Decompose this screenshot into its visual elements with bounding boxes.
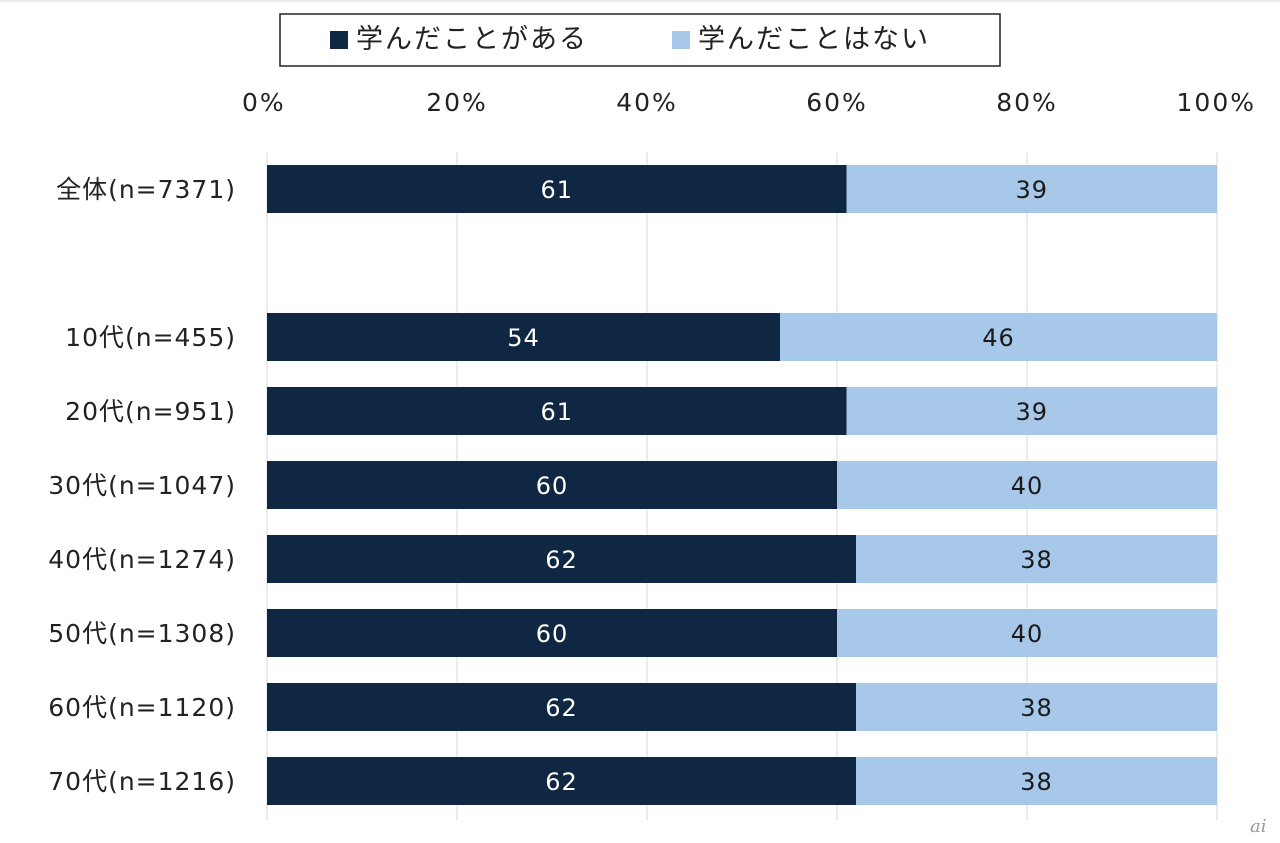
category-label: 70代(n=1216) (48, 767, 236, 796)
value-label: 40 (1011, 620, 1044, 648)
value-label: 62 (545, 768, 578, 796)
category-label: 60代(n=1120) (48, 693, 236, 722)
x-tick-label: 100% (1177, 88, 1256, 117)
value-label: 61 (540, 176, 573, 204)
bar-segment (267, 683, 856, 731)
legend-swatch-learned (330, 31, 348, 49)
category-label: 30代(n=1047) (48, 471, 236, 500)
legend-swatch-not-learned (672, 31, 690, 49)
x-tick-label: 80% (996, 88, 1058, 117)
legend-label-learned: 学んだことがある (356, 24, 588, 55)
x-tick-label: 0% (242, 88, 286, 117)
value-label: 60 (536, 472, 569, 500)
bar-segment (267, 535, 856, 583)
x-tick-label: 40% (616, 88, 678, 117)
category-label: 10代(n=455) (65, 323, 236, 352)
bar-segment (780, 313, 1217, 361)
bar-segment (837, 609, 1217, 657)
watermark-logo: ai (1250, 816, 1267, 837)
bar-segment (267, 461, 837, 509)
legend: 学んだことがある 学んだことはない (279, 13, 1001, 67)
category-label: 20代(n=951) (65, 397, 236, 426)
legend-frame (279, 13, 1001, 67)
value-label: 62 (545, 694, 578, 722)
bar-series (267, 165, 1217, 805)
bar-segment (856, 757, 1217, 805)
bar-segment (267, 609, 837, 657)
bar-segment (846, 165, 1217, 213)
bar-segment (856, 535, 1217, 583)
category-label: 全体(n=7371) (56, 175, 236, 204)
value-label: 39 (1015, 398, 1048, 426)
bar-segment (267, 313, 780, 361)
value-label: 38 (1020, 694, 1053, 722)
legend-label-not-learned: 学んだことはない (698, 24, 930, 55)
value-label: 61 (540, 398, 573, 426)
value-label: 38 (1020, 768, 1053, 796)
category-label: 50代(n=1308) (48, 619, 236, 648)
value-label: 46 (982, 324, 1015, 352)
bar-segment (856, 683, 1217, 731)
x-tick-label: 20% (426, 88, 488, 117)
value-label: 39 (1015, 176, 1048, 204)
bar-segment (267, 387, 847, 435)
bar-segment (267, 757, 856, 805)
x-tick-label: 60% (806, 88, 868, 117)
category-labels: 全体(n=7371) 10代(n=455) 20代(n=951) 30代(n=1047… (48, 175, 236, 796)
value-label: 40 (1011, 472, 1044, 500)
value-label: 60 (536, 620, 569, 648)
bar-segment (846, 387, 1217, 435)
value-labels: 61 39 54 46 61 39 60 40 62 38 60 40 62 38 62 38 (507, 176, 1053, 796)
category-label: 40代(n=1274) (48, 545, 236, 574)
bar-segment (837, 461, 1217, 509)
value-label: 54 (507, 324, 540, 352)
value-label: 62 (545, 546, 578, 574)
x-axis-ticks: 0% 20% 40% 60% 80% 100% (242, 88, 1256, 117)
value-label: 38 (1020, 546, 1053, 574)
bar-segment (267, 165, 847, 213)
